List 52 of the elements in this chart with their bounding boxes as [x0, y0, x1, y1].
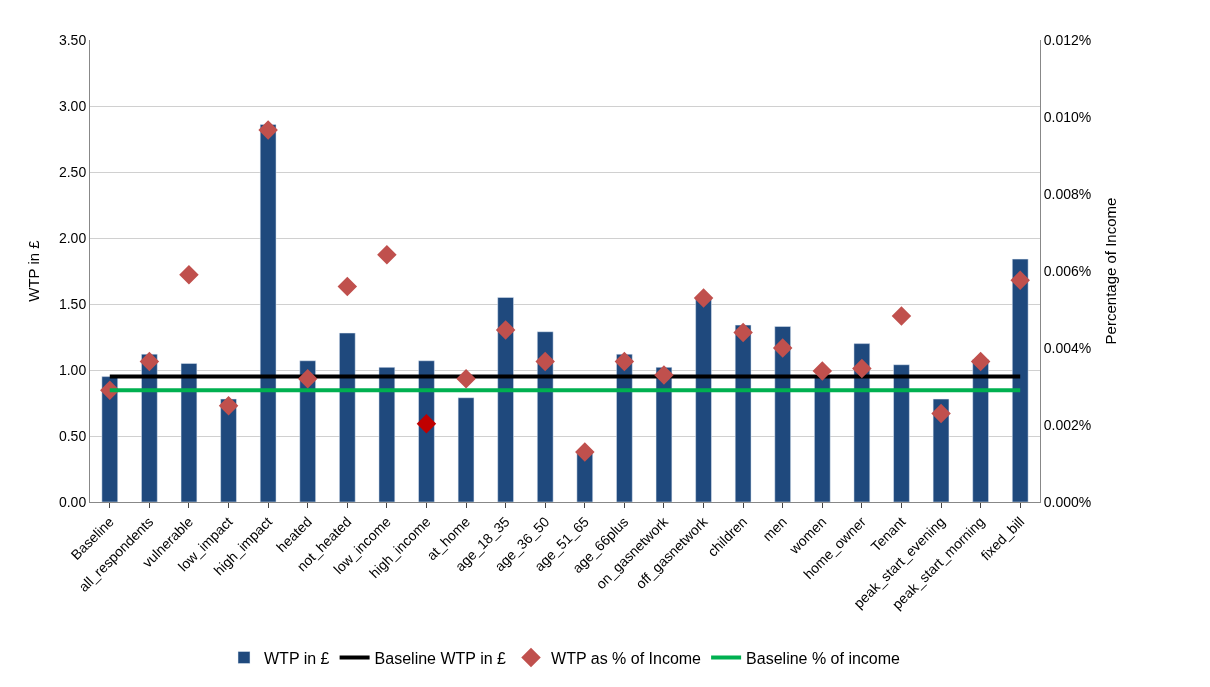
y-tick-label: 2.50	[58, 163, 87, 180]
bar	[893, 364, 910, 502]
legend-label: WTP in £	[264, 649, 330, 667]
y-tick-label: 3.50	[58, 31, 87, 48]
bar	[576, 452, 593, 502]
point	[575, 442, 595, 462]
point	[139, 351, 160, 372]
point	[495, 320, 516, 340]
y-tick-label: 0.00	[58, 493, 87, 510]
point	[654, 365, 674, 385]
point	[614, 351, 635, 372]
point	[693, 288, 714, 308]
y2-tick-label: 0.008%	[1043, 185, 1092, 202]
bar	[1012, 258, 1029, 502]
point	[891, 306, 912, 326]
bar	[339, 332, 356, 502]
bar	[259, 124, 277, 502]
y2-tick-label: 0.006%	[1043, 262, 1092, 279]
point	[416, 414, 437, 434]
point	[1010, 270, 1030, 290]
y2-tick-label: 0.012%	[1043, 31, 1092, 48]
y-tick-label: 1.00	[58, 361, 87, 378]
point	[179, 265, 199, 285]
y2-tick-label: 0.010%	[1043, 108, 1092, 125]
bar	[180, 363, 198, 502]
point	[733, 322, 753, 343]
bar	[497, 297, 514, 502]
legend-label: WTP as % of Income	[551, 649, 702, 667]
y-tick-label: 3.00	[58, 97, 87, 114]
y-tick-label: 0.50	[58, 427, 87, 444]
y2-tick-label: 0.000%	[1043, 493, 1092, 510]
y-axis-title: WTP in £	[25, 239, 43, 302]
bar	[457, 397, 475, 502]
bar	[695, 297, 712, 502]
point	[812, 361, 833, 381]
point	[377, 245, 397, 265]
point	[456, 369, 476, 389]
point	[337, 276, 358, 297]
point	[772, 338, 793, 358]
y2-tick-label: 0.004%	[1043, 339, 1092, 356]
bar	[378, 367, 396, 502]
point	[258, 120, 278, 140]
legend-label: Baseline WTP in £	[374, 649, 507, 667]
legend-label: Baseline % of income	[746, 649, 901, 667]
y2-tick-label: 0.002%	[1043, 416, 1092, 433]
y2-axis-title: Percentage of Income	[1102, 197, 1120, 345]
point	[852, 358, 872, 379]
y-tick-label: 1.50	[58, 295, 87, 312]
x-tick-label: men	[759, 513, 790, 545]
point	[535, 351, 555, 372]
point	[970, 351, 991, 372]
y-tick-label: 2.00	[58, 229, 87, 246]
